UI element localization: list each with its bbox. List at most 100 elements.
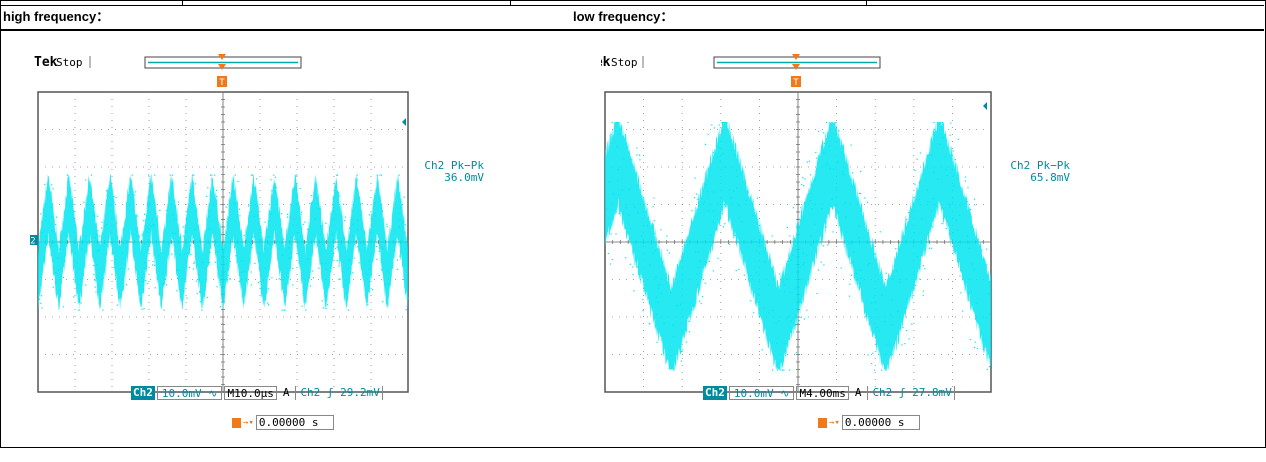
noise-dot	[168, 242, 170, 244]
noise-dot	[335, 191, 337, 193]
noise-dot	[722, 122, 724, 124]
noise-dot	[823, 142, 825, 144]
noise-dot	[841, 173, 843, 175]
noise-dot	[653, 220, 655, 222]
graticule	[37, 91, 409, 393]
noise-dot	[728, 243, 731, 245]
noise-dot	[68, 181, 70, 183]
noise-dot	[811, 192, 813, 194]
noise-dot	[239, 215, 241, 217]
noise-dot	[960, 292, 962, 294]
noise-dot	[973, 269, 975, 271]
noise-dot	[835, 187, 838, 189]
noise-dot	[756, 250, 758, 252]
noise-dot	[143, 308, 145, 310]
noise-dot	[189, 266, 191, 268]
noise-dot	[202, 261, 204, 264]
noise-dot	[234, 203, 236, 205]
noise-dot	[292, 267, 294, 269]
status-trigger-mode: A	[281, 386, 297, 400]
noise-dot	[173, 218, 175, 220]
noise-dot	[956, 229, 958, 231]
noise-dot	[386, 226, 388, 228]
noise-dot	[666, 249, 668, 251]
noise-dot	[141, 234, 143, 236]
noise-dot	[227, 274, 229, 276]
noise-dot	[208, 261, 210, 264]
noise-dot	[174, 232, 176, 234]
noise-dot	[989, 281, 991, 283]
noise-dot	[816, 240, 818, 242]
noise-dot	[123, 242, 125, 244]
noise-dot	[818, 130, 820, 132]
noise-dot	[734, 235, 736, 237]
noise-dot	[816, 292, 818, 295]
noise-dot	[64, 260, 66, 262]
noise-dot	[705, 184, 707, 186]
noise-dot	[761, 235, 763, 237]
noise-dot	[116, 222, 118, 224]
noise-dot	[941, 122, 943, 124]
noise-dot	[610, 233, 612, 235]
noise-dot	[211, 174, 213, 176]
noise-dot	[143, 220, 145, 222]
noise-dot	[945, 169, 947, 171]
noise-dot	[171, 253, 173, 255]
noise-dot	[163, 282, 165, 285]
noise-dot	[919, 278, 921, 280]
noise-dot	[336, 174, 339, 176]
noise-dot	[636, 154, 638, 156]
noise-dot	[970, 291, 972, 293]
noise-dot	[336, 246, 338, 248]
noise-dot	[901, 344, 903, 346]
noise-dot	[792, 207, 794, 209]
noise-dot	[874, 301, 877, 303]
noise-dot	[723, 122, 725, 124]
noise-dot	[378, 275, 380, 277]
noise-dot	[40, 302, 42, 304]
noise-dot	[59, 248, 61, 250]
delay-arrow-icon: →▾	[243, 417, 254, 428]
noise-dot	[918, 198, 920, 200]
noise-dot	[952, 232, 954, 234]
noise-dot	[151, 264, 154, 266]
noise-dot	[873, 297, 875, 299]
noise-dot	[790, 331, 792, 333]
noise-dot	[639, 154, 641, 156]
noise-dot	[946, 175, 948, 177]
noise-dot	[783, 343, 785, 345]
noise-dot	[305, 309, 307, 311]
noise-dot	[850, 262, 852, 264]
noise-dot	[654, 250, 656, 252]
noise-dot	[717, 156, 719, 158]
noise-dot	[663, 322, 665, 324]
noise-dot	[803, 185, 805, 187]
noise-dot	[902, 326, 904, 329]
noise-dot	[852, 183, 855, 185]
noise-dot	[312, 270, 314, 272]
noise-dot	[908, 338, 910, 340]
waveform-trace	[605, 122, 991, 370]
noise-dot	[952, 201, 954, 203]
noise-dot	[712, 152, 714, 154]
noise-dot	[339, 278, 341, 280]
noise-dot	[300, 213, 302, 215]
noise-dot	[647, 225, 649, 227]
noise-dot	[381, 246, 383, 248]
noise-dot	[149, 202, 151, 204]
noise-dot	[397, 259, 399, 261]
noise-dot	[658, 284, 660, 286]
noise-dot	[804, 178, 806, 180]
noise-dot	[125, 284, 127, 286]
noise-dot	[254, 236, 256, 238]
noise-dot	[234, 237, 236, 239]
noise-dot	[146, 265, 148, 267]
noise-dot	[209, 174, 212, 176]
noise-dot	[864, 197, 866, 199]
noise-dot	[146, 226, 148, 228]
noise-dot	[106, 195, 108, 197]
noise-dot	[718, 124, 720, 126]
noise-dot	[154, 287, 156, 289]
noise-dot	[840, 267, 842, 269]
status-volts-div: 10.0mV ∿	[156, 386, 223, 400]
